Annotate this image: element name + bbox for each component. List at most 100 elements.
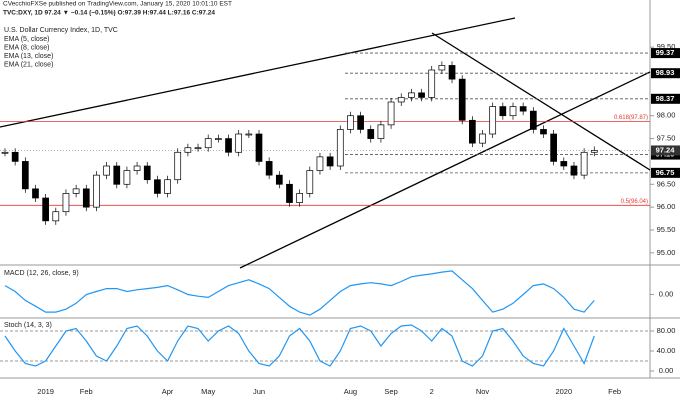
candle [174,151,182,181]
indicator-label: EMA (5, close) [4,36,50,43]
candle [347,115,354,130]
indicator-line [4,324,595,367]
candle [21,161,29,190]
level-box [651,48,680,59]
candle [72,188,80,194]
candle [306,170,314,194]
candle [215,138,222,140]
candle [296,193,303,203]
candle [316,156,324,171]
level-box [651,93,680,104]
candle [265,161,273,176]
candle [509,106,517,117]
candle [113,165,121,185]
indicator-label: EMA (8, close) [4,44,50,51]
candle [357,115,364,130]
candle [1,151,9,154]
candle [133,165,141,171]
candle [448,65,456,80]
x-tick-label: 2020 [555,387,572,396]
candle [408,92,415,98]
x-tick-label: 2 [430,387,434,396]
candle [336,129,344,167]
y-tick-label: 98.00 [657,111,676,120]
candle [550,133,557,162]
candle [418,92,425,98]
candle [479,133,486,144]
candle [286,183,293,203]
candle [397,97,405,103]
y-tick-label: 96.00 [657,202,676,211]
trendline [239,71,651,269]
candle [428,69,436,98]
last-price-label: 97.24 [656,145,676,154]
candle [255,133,263,162]
candle [42,197,49,222]
y-tick-label: 96.50 [657,179,676,188]
candle [204,138,212,149]
level-box [651,167,680,178]
last-price-box [651,145,680,156]
x-tick-label: May [201,387,215,396]
published-line: CVecchioFXSe published on TradingView.co… [3,1,232,8]
candle [489,106,497,135]
y-tick-label: 0.00 [659,289,674,298]
candle [154,179,161,194]
x-tick-label: Apr [162,387,174,396]
level-box [651,68,680,79]
candle [590,150,598,153]
candle [387,101,395,126]
x-tick-label: Nov [476,387,490,396]
fib-label: 0.5(96.04) [621,199,648,205]
candle [225,138,232,153]
level-label: 96.75 [656,168,675,177]
y-tick-label: 0.00 [659,366,674,375]
candle [540,129,547,135]
candle [11,151,19,162]
level-label: 98.93 [656,68,675,77]
level-label: 99.37 [656,48,675,57]
candle [143,165,151,181]
chart-title: U.S. Dollar Currency Index, 1D, TVC [4,27,118,34]
x-tick-label: Jun [253,387,265,396]
x-tick-label: Aug [344,387,357,396]
candle [275,174,283,185]
candle [326,156,334,167]
candle [103,165,110,176]
y-tick-label: 95.50 [657,225,676,234]
candle [164,179,171,194]
x-tick-label: Sep [384,387,397,396]
candle [367,129,375,139]
fib-label: 0.618(97.87) [614,115,648,121]
candle [235,133,243,153]
candle [580,151,588,176]
y-tick-label: 97.50 [657,134,676,143]
panel-title: Stoch (14, 3, 3) [4,322,52,329]
indicator-label: EMA (13, close) [4,53,53,60]
candle [52,211,60,222]
indicator-label: EMA (21, close) [4,61,53,68]
y-tick-label: 95.00 [657,248,676,257]
candle [32,188,39,199]
candle [377,124,385,139]
x-tick-label: 2019 [37,387,54,396]
x-tick-label: Feb [80,387,93,396]
candle [194,147,202,150]
candle [123,170,131,185]
panel-title: MACD (12, 26, close, 9) [4,270,79,277]
y-tick-label: 40.00 [657,346,676,355]
candle [184,147,192,153]
y-tick-label: 99.50 [657,42,676,51]
trendline [431,32,651,171]
candle [529,110,537,130]
indicator-line [4,270,595,316]
y-tick-label: 80.00 [657,326,676,335]
candle [458,78,466,121]
symbol-line: TVC:DXY, 1D 97.24 ▼ −0.14 (−0.15%) O:97.… [3,10,215,17]
trendline [0,17,516,128]
candle [82,188,90,208]
candle [469,119,476,144]
candle [519,106,527,112]
